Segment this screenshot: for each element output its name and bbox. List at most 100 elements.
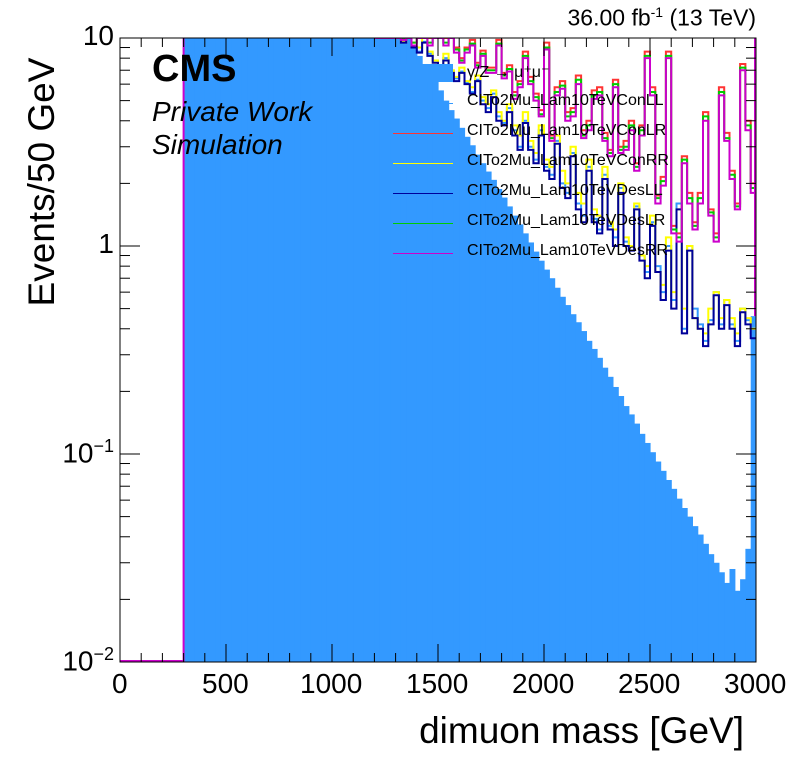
background-bar <box>241 38 248 662</box>
background-bar <box>257 38 264 662</box>
background-bar <box>612 386 619 662</box>
background-bar <box>639 433 646 662</box>
background-bar <box>310 38 317 662</box>
background-bar <box>634 423 640 662</box>
axes-layer <box>119 37 757 663</box>
legend-label: CITo2Mu_Lam10TeVConRR <box>467 152 669 169</box>
background-bar <box>204 38 211 662</box>
background-bar <box>692 526 699 662</box>
background-bar <box>665 479 672 662</box>
background-bar <box>697 534 704 662</box>
background-bar <box>342 38 349 662</box>
background-bar <box>416 55 423 662</box>
background-bar <box>570 314 577 662</box>
background-bar <box>453 118 460 662</box>
background-bar <box>220 38 227 662</box>
x-tick-label: 2000 <box>512 668 575 699</box>
background-bar <box>480 163 487 662</box>
signal-histograms-layer <box>120 38 756 662</box>
x-tick-label: 1500 <box>406 668 469 699</box>
legend-swatch <box>393 223 453 224</box>
background-bar <box>565 305 572 662</box>
luminosity-label: 36.00 fb-1 (13 TeV) <box>567 4 757 31</box>
background-bar <box>236 38 243 662</box>
background-bar <box>559 296 566 662</box>
background-bar <box>289 38 296 662</box>
background-bar <box>316 38 322 662</box>
y-tick-label: 1 <box>98 228 114 259</box>
background-bar <box>273 38 280 662</box>
background-bar <box>406 38 413 662</box>
background-bar <box>400 38 407 662</box>
background-bar <box>724 582 731 662</box>
background-bar <box>591 348 598 662</box>
background-bar <box>650 452 656 662</box>
y-tick-label: 10−2 <box>62 644 114 677</box>
legend-label: CITo2Mu_Lam10TeVConLR <box>467 122 667 139</box>
background-bar <box>512 215 519 662</box>
background-bar <box>713 562 720 662</box>
background-bar <box>703 543 709 662</box>
background-bar <box>326 38 333 662</box>
y-axis-title: Events/50 GeV <box>21 57 62 307</box>
legend-label: γ/Z → μ⁺μ⁻ <box>467 64 550 81</box>
background-bar <box>374 38 381 662</box>
background-bar <box>215 38 222 662</box>
background-bar <box>745 548 752 662</box>
legend-swatch <box>393 133 453 134</box>
background-bar <box>353 38 360 662</box>
background-bar <box>687 516 693 662</box>
background-bar <box>199 38 206 662</box>
background-histogram-layer <box>183 38 756 662</box>
x-tick-label: 500 <box>202 668 249 699</box>
background-bar <box>188 38 195 662</box>
background-bar <box>708 554 715 662</box>
background-bar <box>538 260 545 662</box>
legend-swatch <box>393 163 453 164</box>
legend-swatch <box>393 253 453 254</box>
legend-swatch <box>393 193 453 194</box>
background-bar <box>718 572 725 662</box>
background-bar <box>464 136 471 662</box>
background-bar <box>432 81 439 662</box>
background-bar <box>528 242 534 662</box>
background-bar <box>740 579 746 662</box>
background-bar <box>544 269 550 662</box>
background-bar <box>602 367 609 662</box>
background-bar <box>501 197 508 662</box>
background-bar <box>533 251 540 662</box>
x-tick-label: 1000 <box>300 668 363 699</box>
background-bar <box>263 38 269 662</box>
legend-label: CITo2Mu_Lam10TeVConLL <box>467 92 664 109</box>
background-bar <box>671 488 678 662</box>
background-bar <box>448 110 455 662</box>
background-bar <box>443 100 450 662</box>
background-bar <box>734 590 741 662</box>
background-bar <box>506 206 513 662</box>
background-bar <box>422 63 428 662</box>
background-bar <box>300 38 307 662</box>
background-bar <box>438 90 444 662</box>
background-bar <box>411 46 418 662</box>
y-tick-label: 10 <box>82 20 114 51</box>
background-bar <box>395 38 402 662</box>
background-bar <box>385 38 391 662</box>
background-bar <box>247 38 254 662</box>
background-bar <box>607 376 614 662</box>
series-line-desll <box>374 38 756 348</box>
x-tick-label: 2500 <box>618 668 681 699</box>
x-tick-label: 3000 <box>724 668 787 699</box>
background-bar <box>628 414 635 662</box>
background-bar <box>597 357 603 662</box>
background-bar <box>618 396 625 662</box>
background-bar <box>750 316 756 662</box>
background-bar <box>459 127 466 662</box>
background-bar <box>363 38 370 662</box>
y-tick-label: 10−1 <box>62 436 114 469</box>
background-bar <box>279 38 285 662</box>
legend-label: CITo2Mu_Lam10TeVDesLR <box>467 212 666 229</box>
legend-label: CITo2Mu_Lam10TeVDesLL <box>467 182 663 199</box>
background-bar <box>676 498 683 662</box>
